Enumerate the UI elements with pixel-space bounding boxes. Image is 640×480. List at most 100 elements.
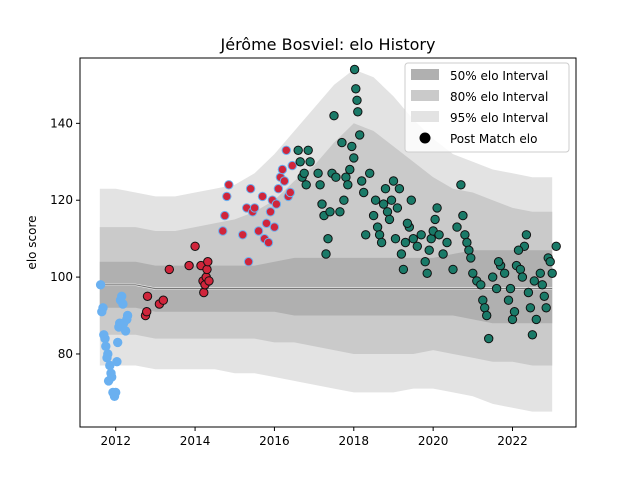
elo-point — [331, 172, 341, 182]
legend-swatch-80 — [411, 90, 439, 101]
elo-point — [499, 268, 510, 278]
elo-point — [537, 280, 547, 290]
elo-point — [541, 303, 551, 313]
elo-point — [424, 245, 434, 255]
elo-point — [224, 180, 234, 190]
y-tick-label: 120 — [50, 193, 73, 207]
elo-point — [249, 203, 260, 213]
elo-point — [402, 218, 413, 229]
y-tick-label: 140 — [50, 116, 73, 130]
elo-point — [452, 222, 462, 232]
elo-point — [341, 172, 351, 182]
legend-box — [404, 62, 570, 153]
elo-point — [261, 218, 272, 229]
elo-point — [361, 230, 371, 240]
elo-point — [120, 326, 131, 336]
elo-point — [509, 307, 520, 317]
elo-point — [220, 210, 230, 221]
x-axis-ticks: 2012 2014 2016 2018 2020 2022 — [100, 427, 528, 448]
elo-point — [388, 176, 399, 186]
elo-point — [551, 241, 561, 252]
elo-point — [412, 241, 422, 252]
elo-point — [142, 307, 152, 317]
elo-point — [325, 207, 335, 217]
elo-point — [493, 257, 504, 267]
elo-point — [164, 264, 175, 275]
elo-point — [523, 287, 534, 298]
elo-point — [315, 180, 325, 190]
elo-point — [243, 257, 254, 267]
elo-point — [416, 230, 426, 240]
elo-point — [394, 184, 405, 194]
elo-point — [392, 203, 403, 213]
elo-point — [253, 226, 264, 236]
elo-point — [103, 349, 113, 359]
elo-point — [118, 299, 128, 309]
elo-point — [527, 330, 538, 340]
elo-point — [339, 195, 349, 205]
elo-point — [265, 207, 276, 217]
elo-point — [482, 310, 492, 321]
elo-point — [353, 107, 363, 117]
elo-point — [202, 264, 212, 275]
elo-point — [301, 180, 311, 190]
elo-point — [426, 234, 436, 244]
elo-point — [488, 272, 498, 282]
elo-point — [386, 195, 397, 205]
x-tick-label: 2012 — [100, 434, 131, 448]
elo-point — [382, 207, 393, 217]
elo-point — [299, 168, 309, 179]
elo-point — [380, 184, 391, 194]
elo-point — [535, 268, 545, 278]
elo-point — [277, 164, 288, 175]
elo-point — [190, 241, 200, 252]
elo-point — [547, 268, 557, 278]
x-tick-label: 2022 — [497, 434, 528, 448]
elo-point — [317, 199, 327, 209]
elo-point — [263, 237, 274, 248]
legend: 50% elo Interval 80% elo Interval 95% el… — [404, 62, 570, 153]
elo-point — [323, 234, 333, 244]
elo-point — [432, 203, 442, 213]
legend-label-80: 80% elo Interval — [450, 90, 548, 104]
elo-point — [517, 272, 528, 282]
elo-point — [476, 280, 486, 290]
elo-point — [456, 180, 466, 190]
elo-point — [430, 214, 440, 225]
elo-point — [281, 145, 291, 156]
elo-point — [95, 280, 106, 290]
x-tick-label: 2018 — [339, 434, 370, 448]
x-tick-label: 2020 — [418, 434, 449, 448]
legend-swatch-50 — [411, 69, 439, 80]
elo-point — [464, 245, 474, 255]
elo-point — [321, 249, 331, 259]
elo-point — [365, 168, 375, 179]
elo-point — [372, 222, 383, 232]
elo-point — [406, 195, 416, 205]
elo-point — [398, 264, 409, 275]
elo-point — [122, 310, 133, 321]
elo-point — [273, 184, 284, 194]
elo-point — [357, 176, 367, 186]
elo-point — [384, 214, 395, 225]
legend-label-95: 95% elo Interval — [450, 111, 548, 125]
elo-point — [438, 249, 448, 259]
chart-title: Jérôme Bosviel: elo History — [220, 35, 436, 54]
elo-point — [349, 153, 359, 163]
elo-point — [491, 283, 502, 294]
elo-point — [293, 145, 303, 156]
elo-point — [111, 387, 121, 398]
y-tick-label: 80 — [58, 347, 73, 361]
elo-point — [458, 210, 468, 221]
elo-point — [484, 333, 494, 344]
elo-point — [513, 245, 524, 255]
elo-point — [107, 372, 117, 382]
elo-point — [245, 184, 256, 194]
post-match-elo-points — [95, 64, 561, 401]
elo-point — [448, 264, 458, 275]
elo-point — [100, 333, 110, 344]
band-p50 — [99, 250, 553, 324]
x-tick-label: 2016 — [259, 434, 290, 448]
elo-point — [98, 303, 108, 313]
